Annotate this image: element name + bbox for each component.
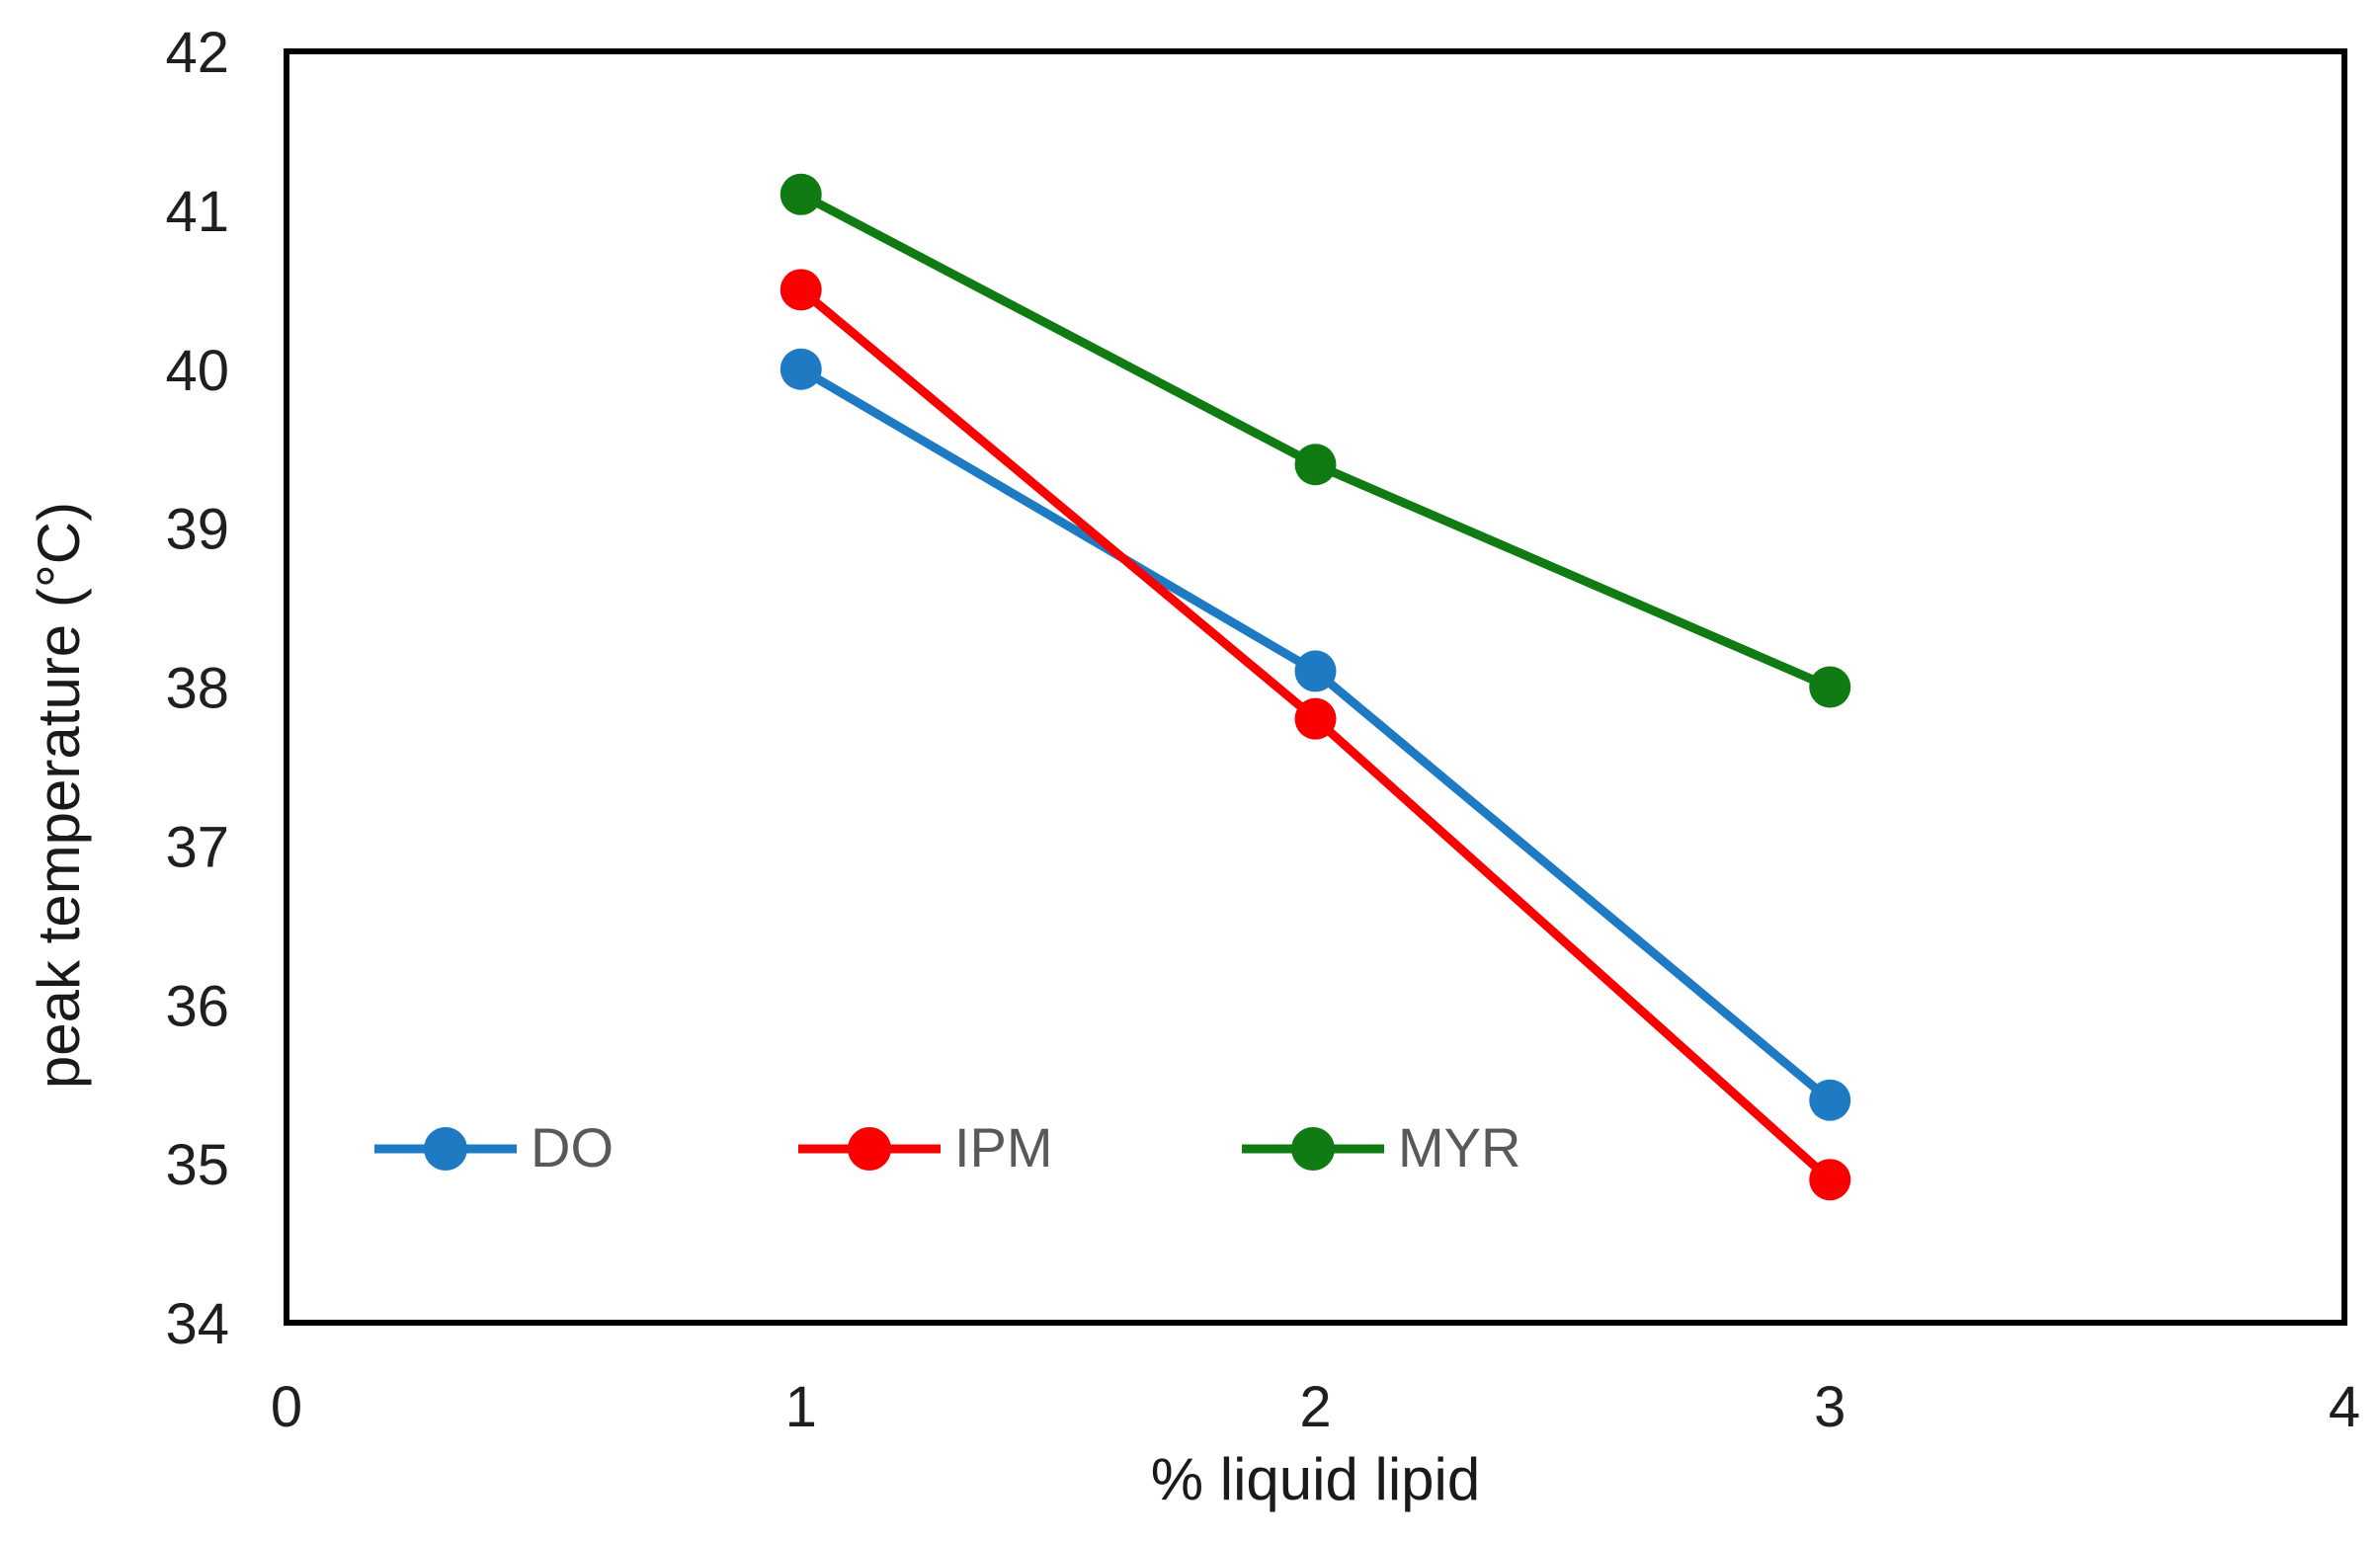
legend-marker-dot bbox=[1291, 1127, 1335, 1171]
x-tick-label: 0 bbox=[271, 1375, 302, 1439]
x-tick-label: 4 bbox=[2329, 1375, 2360, 1439]
legend: DO IPM MYR bbox=[374, 1116, 1520, 1178]
data-point-do bbox=[1294, 650, 1337, 692]
legend-marker-dot bbox=[424, 1127, 467, 1171]
data-point-myr bbox=[1809, 666, 1851, 708]
legend-label: IPM bbox=[954, 1116, 1053, 1178]
x-tick-label: 2 bbox=[1299, 1375, 1331, 1439]
y-tick-label: 40 bbox=[165, 339, 229, 403]
series-line-myr bbox=[796, 190, 1835, 691]
data-point-do bbox=[1809, 1079, 1851, 1121]
y-tick-label: 42 bbox=[165, 21, 229, 85]
legend-item-do: DO bbox=[374, 1116, 614, 1178]
y-tick-label: 41 bbox=[165, 180, 229, 244]
y-tick-label: 39 bbox=[165, 498, 229, 562]
legend-label: MYR bbox=[1398, 1116, 1520, 1178]
data-point-ipm bbox=[780, 269, 822, 311]
legend-item-ipm: IPM bbox=[798, 1116, 1053, 1178]
y-axis-title: peak temperature (°C) bbox=[26, 502, 92, 1089]
data-point-do bbox=[780, 348, 822, 390]
data-point-myr bbox=[780, 173, 822, 215]
data-point-myr bbox=[1294, 444, 1337, 486]
series-layer bbox=[780, 173, 1851, 1201]
legend-item-myr: MYR bbox=[1242, 1116, 1520, 1178]
legend-label: DO bbox=[531, 1116, 614, 1178]
y-tick-label: 35 bbox=[165, 1133, 229, 1197]
data-point-ipm bbox=[1809, 1159, 1851, 1201]
y-tick-label: 38 bbox=[165, 657, 229, 721]
y-tick-label: 37 bbox=[165, 815, 229, 879]
x-axis-title: % liquid lipid bbox=[1151, 1446, 1481, 1512]
y-tick-label: 36 bbox=[165, 974, 229, 1038]
legend-marker-dot bbox=[848, 1127, 891, 1171]
y-tick-label: 34 bbox=[165, 1292, 229, 1356]
data-point-ipm bbox=[1294, 697, 1337, 740]
x-tick-label: 3 bbox=[1814, 1375, 1846, 1439]
x-tick-label: 1 bbox=[785, 1375, 817, 1439]
plot-border bbox=[284, 48, 2347, 1326]
